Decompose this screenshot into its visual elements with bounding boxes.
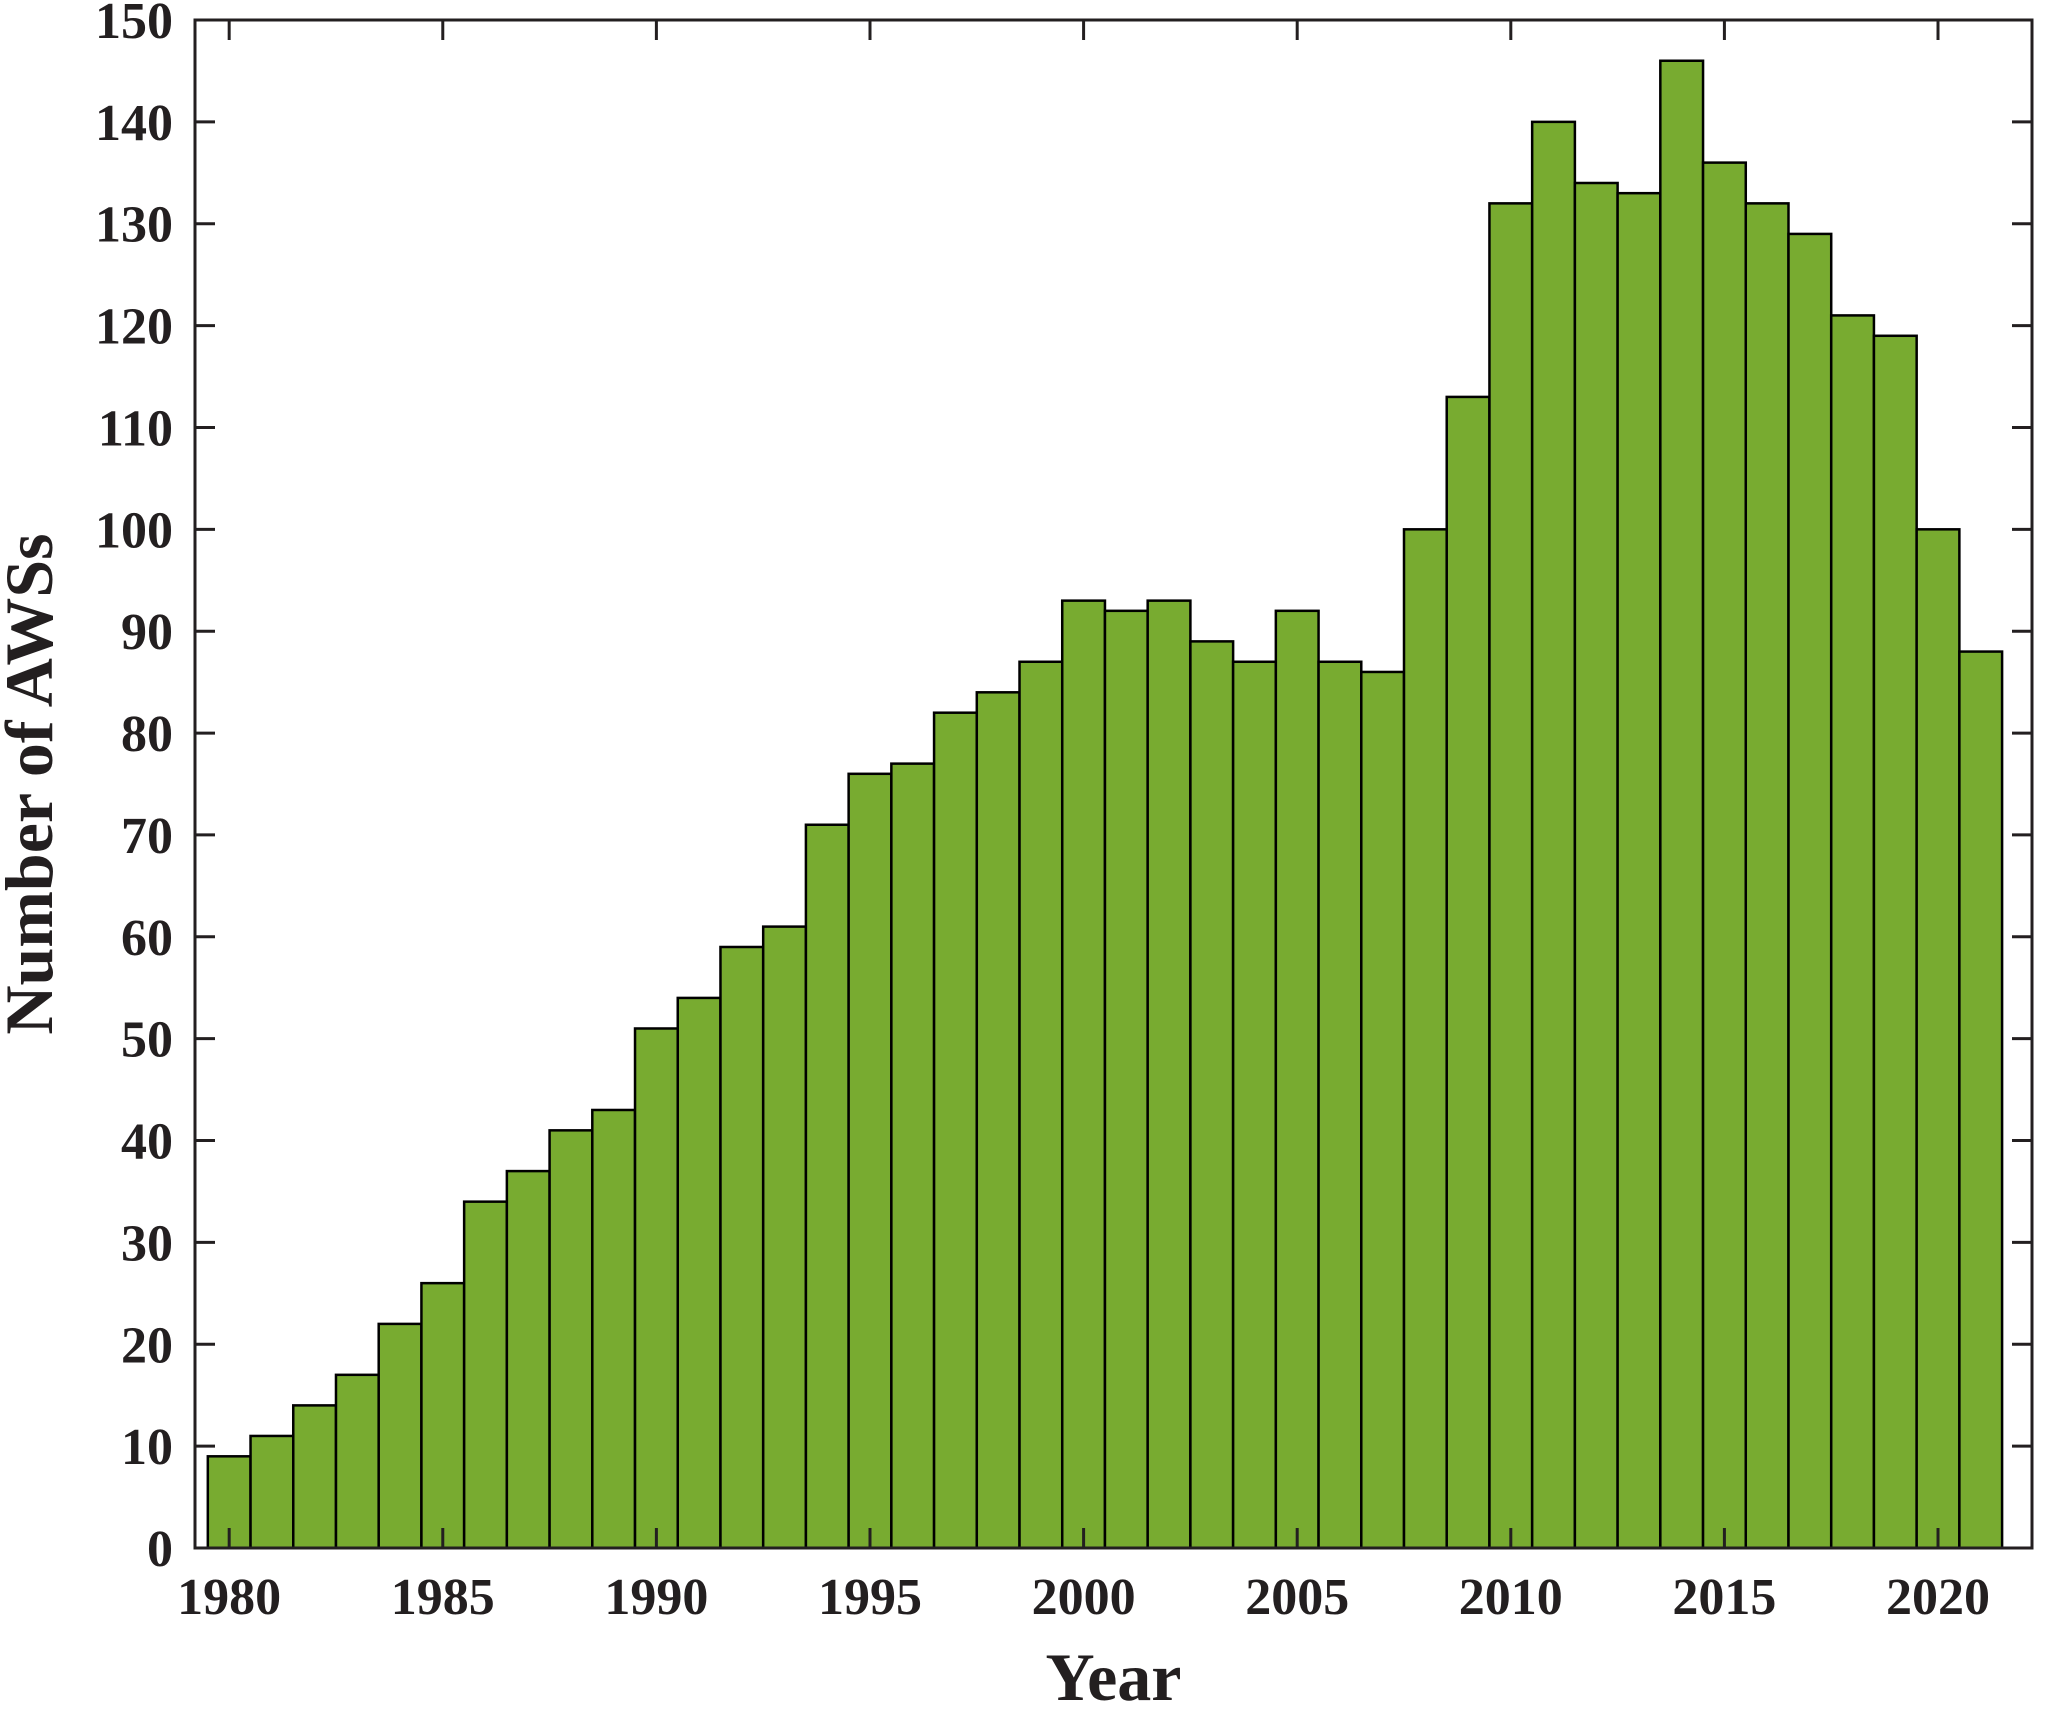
y-tick-label: 10: [121, 1419, 173, 1476]
y-tick-label: 0: [147, 1521, 173, 1578]
bar-2012: [1573, 181, 1619, 1550]
bars-group: [206, 59, 2004, 1550]
bar-2007: [1360, 670, 1406, 1550]
bar-2005: [1274, 609, 1320, 1550]
bar-2000: [1060, 599, 1107, 1550]
y-tick-label: 110: [98, 400, 173, 457]
y-tick-label: 130: [95, 197, 173, 254]
bar-2014: [1659, 59, 1705, 1550]
bar-1981: [249, 1434, 295, 1550]
bar-1982: [292, 1404, 338, 1550]
x-tick-label: 2000: [1032, 1569, 1136, 1626]
x-tick-label: 1980: [177, 1569, 281, 1626]
y-tick-label: 60: [121, 910, 173, 967]
bar-1987: [505, 1169, 551, 1550]
bar-2020: [1915, 528, 1961, 1550]
bar-1984: [377, 1322, 423, 1550]
y-tick-label: 120: [95, 299, 173, 356]
x-axis-title: Year: [1046, 1639, 1182, 1714]
x-tick-label: 2010: [1459, 1569, 1563, 1626]
x-tick-label: 1990: [604, 1569, 708, 1626]
bar-1996: [890, 762, 936, 1550]
axis-ticks: [195, 18, 2032, 1550]
x-tick-label: 2015: [1672, 1569, 1776, 1626]
bar-2004: [1231, 660, 1278, 1550]
bar-2013: [1616, 191, 1662, 1550]
x-tick-label: 2005: [1245, 1569, 1349, 1626]
bar-2017: [1787, 232, 1833, 1550]
x-tick-labels: 1980 1985 1990 1995 2000 2005 2010 2015 2020: [177, 1569, 1990, 1626]
bar-1998: [975, 691, 1021, 1550]
y-tick-label: 70: [121, 808, 173, 865]
y-tick-label: 150: [95, 0, 173, 50]
y-tick-label: 140: [95, 95, 173, 152]
bar-1983: [334, 1373, 380, 1550]
bar-2003: [1189, 640, 1235, 1550]
bar-1999: [1018, 660, 1064, 1550]
bar-1995: [847, 772, 893, 1550]
y-tick-label: 50: [121, 1012, 173, 1069]
bar-2019: [1872, 334, 1918, 1550]
bar-1993: [761, 925, 808, 1550]
bar-1991: [676, 996, 722, 1550]
y-tick-labels: 0 10 20 30 40 50 60 70 80 90 100 110 120 130 140 150: [95, 0, 173, 1578]
y-tick-label: 80: [121, 706, 173, 763]
bar-2008: [1402, 528, 1448, 1550]
bar-2011: [1530, 120, 1577, 1550]
bar-1989: [591, 1108, 637, 1550]
bar-1992: [719, 945, 765, 1550]
y-tick-label: 40: [121, 1114, 173, 1171]
bar-1985: [420, 1281, 466, 1550]
bar-1994: [804, 823, 850, 1550]
plot-frame: [193, 18, 2034, 1550]
bar-2021: [1958, 650, 2004, 1550]
x-tick-label: 2020: [1886, 1569, 1990, 1626]
x-tick-label: 1995: [818, 1569, 922, 1626]
bar-2015: [1701, 161, 1748, 1550]
bar-2016: [1744, 202, 1790, 1550]
y-tick-label: 100: [95, 502, 173, 559]
y-tick-label: 30: [121, 1215, 173, 1272]
bar-1997: [932, 711, 979, 1550]
y-tick-label: 20: [121, 1317, 173, 1374]
y-tick-label: 90: [121, 604, 173, 661]
bar-2001: [1103, 609, 1149, 1550]
bar-2009: [1445, 395, 1491, 1550]
y-axis-title: Number of AWSs: [0, 533, 67, 1034]
bar-1988: [548, 1129, 594, 1550]
bar-1990: [633, 1027, 679, 1550]
bar-2010: [1488, 202, 1534, 1550]
bar-1986: [462, 1200, 509, 1550]
bar-2018: [1829, 314, 1876, 1550]
bar-2006: [1317, 660, 1363, 1550]
bar-2002: [1146, 599, 1192, 1550]
x-tick-label: 1985: [391, 1569, 495, 1626]
